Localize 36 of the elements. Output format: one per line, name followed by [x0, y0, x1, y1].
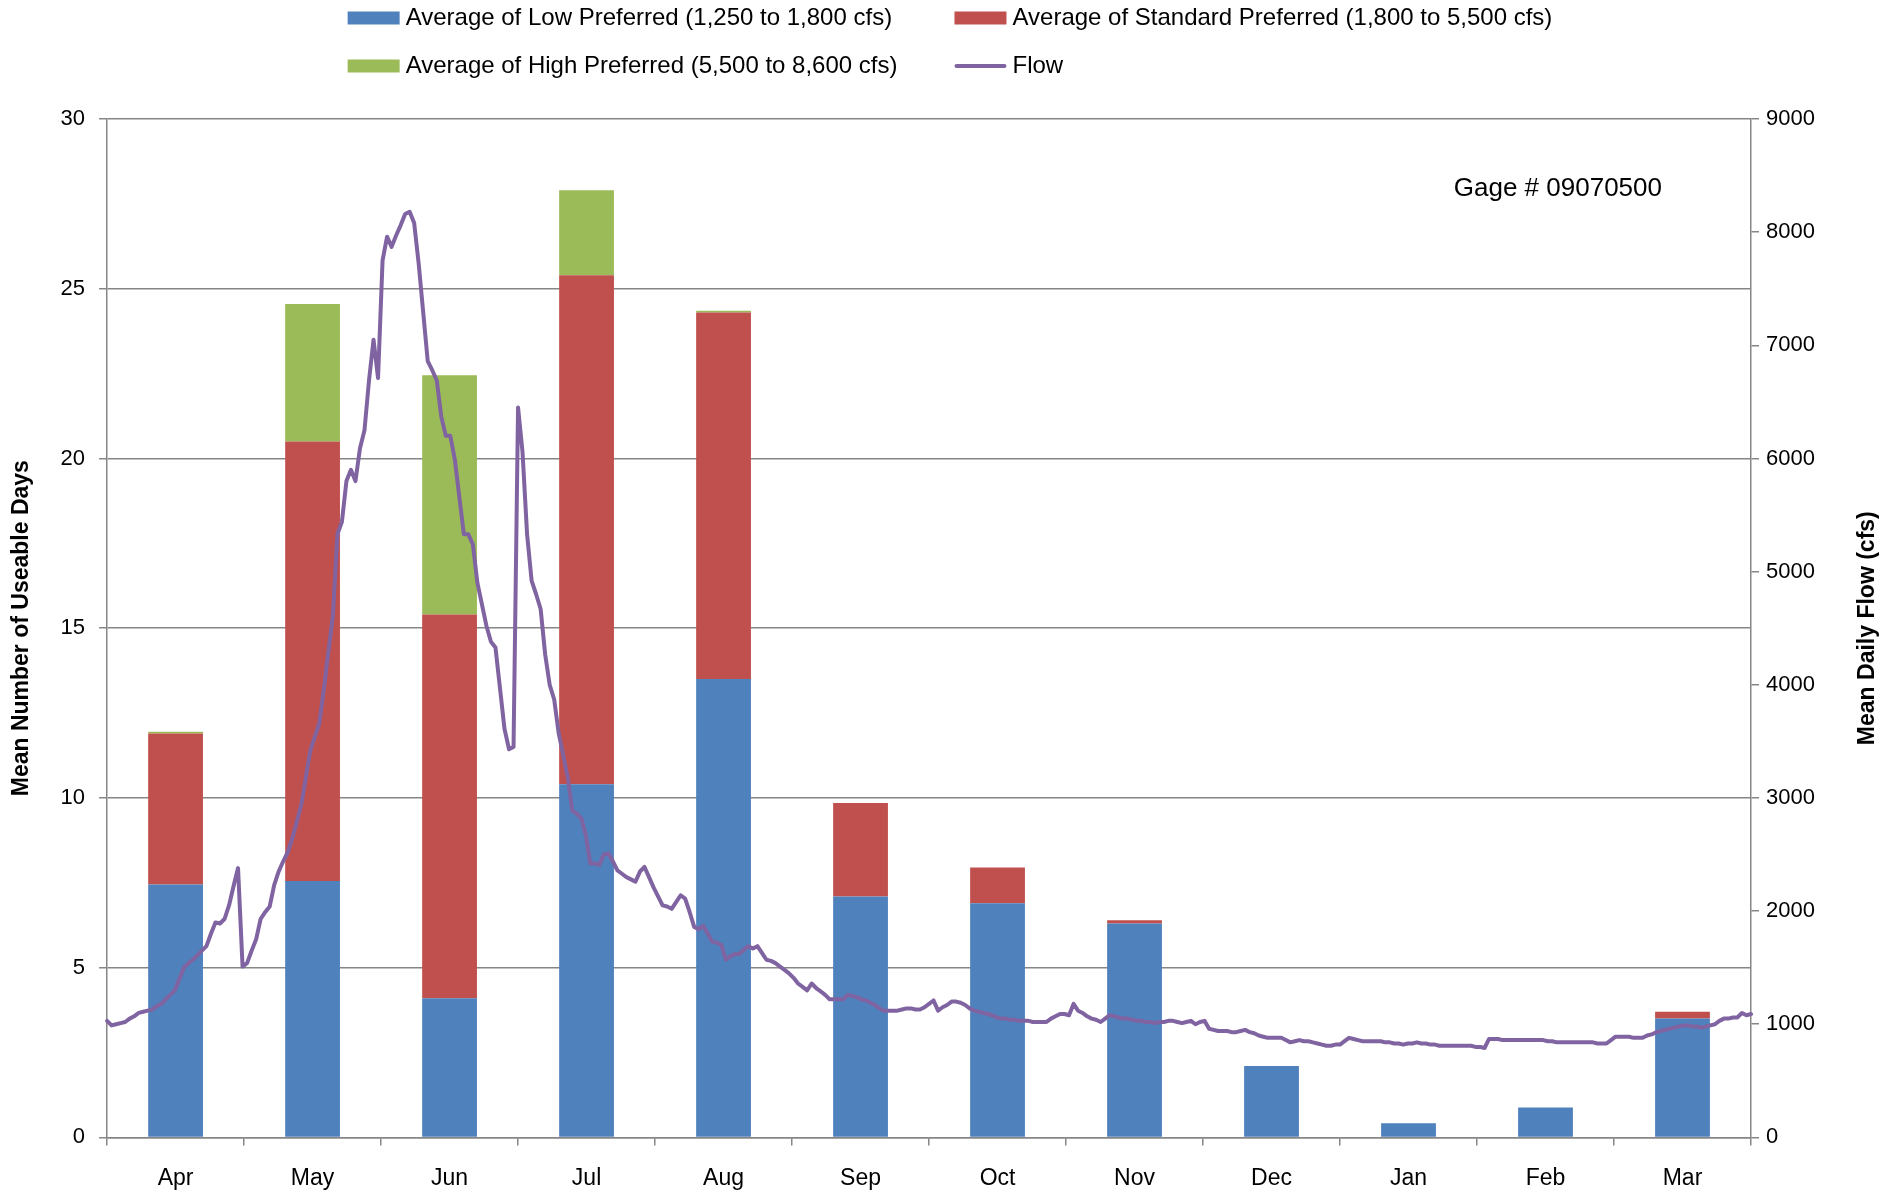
y-tick-label: 3000	[1766, 784, 1815, 809]
legend-label: Flow	[1012, 50, 1064, 78]
y-tick-label: 9000	[1766, 105, 1815, 131]
x-tick-label: Dec	[1251, 1163, 1292, 1190]
x-tick-label: Jul	[571, 1163, 602, 1190]
x-tick-label: Sep	[840, 1163, 882, 1190]
y-tick-label: 5000	[1766, 557, 1815, 583]
x-tick-label: Apr	[157, 1163, 194, 1190]
x-tick-label: May	[290, 1163, 335, 1190]
y-tick-label: 1000	[1766, 1010, 1815, 1036]
x-tick-label: Aug	[703, 1163, 745, 1190]
x-tick-label: Jun	[431, 1163, 469, 1190]
y-tick-label: 6000	[1766, 444, 1815, 470]
y-axis-title: Mean Number of Useable Days	[7, 460, 34, 797]
legend-label: Average of Standard Preferred (1,800 to 5,500 cfs)	[1012, 2, 1553, 30]
y-tick-label: 10	[60, 784, 86, 809]
x-tick-label: Oct	[979, 1163, 1017, 1190]
y-tick-label: 25	[60, 274, 86, 300]
y-axis-title: Mean Daily Flow (cfs)	[1853, 511, 1880, 746]
y-tick-label: 0	[72, 1123, 86, 1149]
annotation: Gage # 09070500	[1453, 172, 1662, 203]
legend-label: Average of Low Preferred (1,250 to 1,800 cfs)	[405, 2, 893, 30]
y-tick-label: 15	[60, 614, 86, 640]
x-tick-label: Feb	[1525, 1163, 1566, 1190]
y-tick-label: 4000	[1766, 670, 1815, 696]
legend-label: Average of High Preferred (5,500 to 8,600 cfs)	[405, 50, 898, 78]
x-tick-label: Jan	[1389, 1163, 1428, 1190]
y-tick-label: 2000	[1766, 897, 1815, 923]
x-tick-label: Nov	[1114, 1163, 1156, 1190]
y-tick-label: 30	[60, 105, 86, 131]
x-tick-label: Mar	[1662, 1163, 1703, 1190]
y-tick-label: 20	[60, 444, 86, 470]
y-tick-label: 7000	[1766, 331, 1815, 357]
y-tick-label: 8000	[1766, 218, 1815, 244]
y-tick-label: 5	[72, 953, 86, 979]
y-tick-label: 0	[1766, 1123, 1779, 1149]
